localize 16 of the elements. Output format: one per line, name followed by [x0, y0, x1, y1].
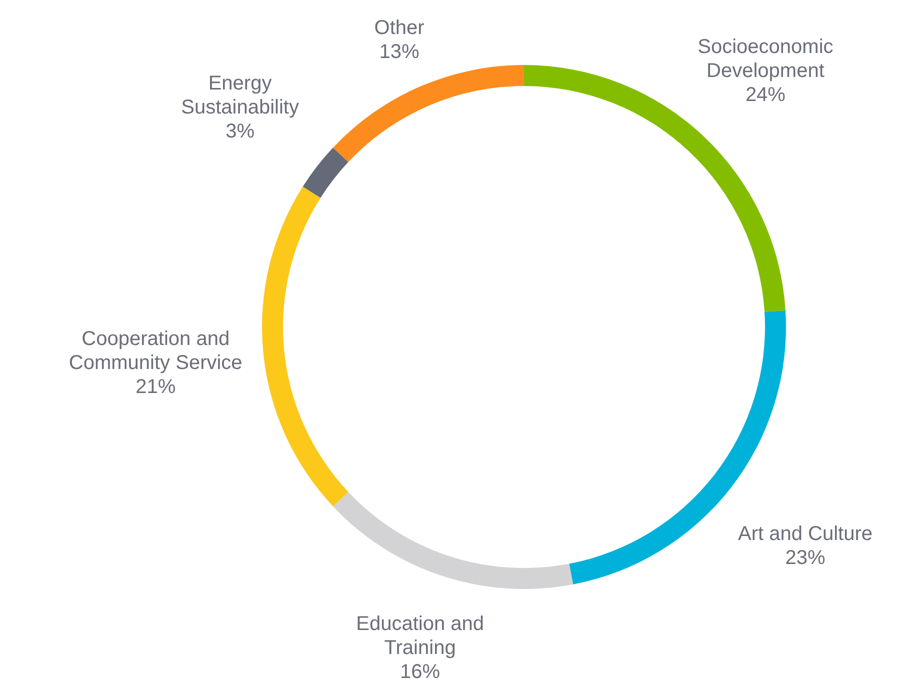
donut-slice — [333, 65, 524, 162]
data-label: 23% — [785, 547, 826, 570]
data-label: 16% — [400, 660, 440, 683]
slice-label: Socioeconomic Development — [698, 36, 834, 82]
donut-slice — [333, 492, 574, 588]
donut-slice — [262, 186, 348, 506]
donut-slice — [302, 148, 348, 198]
data-label: 3% — [226, 120, 255, 143]
slice-label: Energy Sustainability — [181, 72, 299, 119]
data-label: 13% — [379, 40, 420, 63]
slice-label: Other — [374, 16, 425, 39]
slice-label: Education and Training — [356, 612, 484, 659]
slice-label: Art and Culture — [738, 523, 873, 546]
data-label: 21% — [136, 376, 176, 398]
data-label: 24% — [745, 84, 786, 106]
slice-label: Cooperation and Community Service — [68, 328, 242, 374]
